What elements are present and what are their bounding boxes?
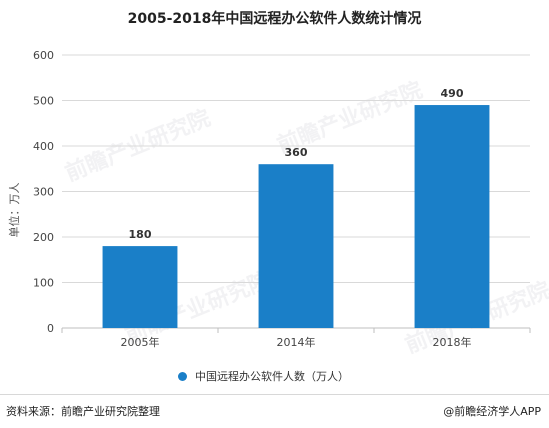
x-tick-label: 2014年 xyxy=(277,335,316,349)
y-tick-label: 600 xyxy=(33,49,54,62)
x-tick-label: 2018年 xyxy=(433,335,472,349)
y-tick-label: 100 xyxy=(33,277,54,290)
bar-chart: 0 100 200 300 400 500 600 180 2005年 360 2014年 490 20… xyxy=(33,49,531,349)
bar xyxy=(102,246,178,328)
footer-divider xyxy=(0,394,549,395)
y-tick-label: 200 xyxy=(33,231,54,244)
y-tick-label: 400 xyxy=(33,140,54,153)
brand-credit: @前瞻经济学人APP xyxy=(443,405,541,418)
legend-marker xyxy=(178,371,187,381)
legend: 中国远程办公软件人数（万人） xyxy=(178,368,349,384)
y-tick-label: 0 xyxy=(47,322,54,335)
data-label: 490 xyxy=(441,87,464,100)
data-label: 180 xyxy=(129,228,152,241)
source-note: 资料来源：前瞻产业研究院整理 xyxy=(6,405,160,418)
chart-title: 2005-2018年中国远程办公软件人数统计情况 xyxy=(127,11,422,27)
x-tick-label: 2005年 xyxy=(121,335,160,349)
y-tick-label: 500 xyxy=(33,95,54,108)
bar xyxy=(414,105,490,328)
bar xyxy=(258,164,334,328)
y-tick-label: 300 xyxy=(33,186,54,199)
data-label: 360 xyxy=(285,146,308,159)
legend-label: 中国远程办公软件人数（万人） xyxy=(195,370,349,383)
